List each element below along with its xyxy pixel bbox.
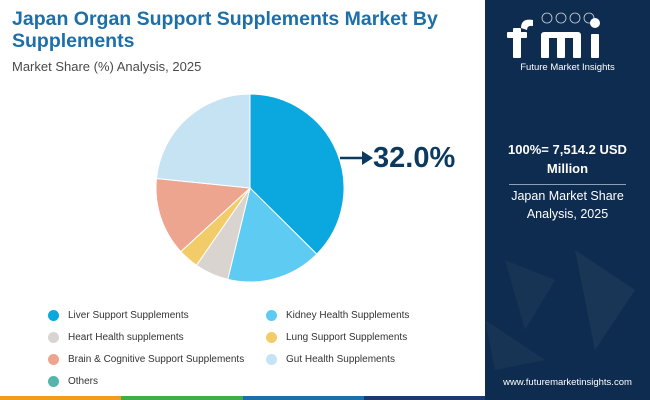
pie-slice-liver-support-supplements bbox=[249, 93, 345, 255]
bottom-bar-segment bbox=[0, 396, 122, 400]
legend-swatch bbox=[48, 310, 59, 321]
pie-slice-kidney-health-supplements bbox=[227, 187, 318, 283]
pie-slice-brain-cognitive-support-supplements bbox=[155, 177, 252, 253]
bottom-color-bar bbox=[0, 396, 485, 400]
legend-label: Kidney Health Supplements bbox=[286, 310, 410, 321]
decorative-shapes bbox=[485, 250, 635, 370]
legend-swatch bbox=[48, 354, 59, 365]
website-link[interactable]: www.futuremarketinsights.com bbox=[503, 377, 632, 388]
legend-label: Heart Health supplements bbox=[68, 332, 184, 343]
legend-item-kidney-health-supplements: Kidney Health Supplements bbox=[266, 310, 409, 321]
highlight-arrow bbox=[340, 151, 373, 165]
side-panel: Future Market Insights 100%= 7,514.2 USD… bbox=[485, 0, 650, 400]
legend-swatch bbox=[48, 332, 59, 343]
chart-title: Japan Organ Support Supplements Market B… bbox=[12, 8, 438, 52]
legend-item-brain-cognitive-support-supplements: Brain & Cognitive Support Supplements bbox=[48, 354, 244, 365]
legend-label: Lung Support Supplements bbox=[286, 332, 408, 343]
legend-item-others: Others bbox=[48, 376, 98, 387]
fmi-logo: Future Market Insights bbox=[507, 12, 615, 73]
bottom-bar-segment bbox=[121, 396, 243, 400]
side-divider bbox=[509, 184, 626, 185]
legend-item-gut-health-supplements: Gut Health Supplements bbox=[266, 354, 395, 365]
legend-swatch bbox=[266, 332, 277, 343]
bottom-bar-segment bbox=[363, 396, 485, 400]
bottom-bar-segment bbox=[242, 396, 364, 400]
legend-item-heart-health-supplements: Heart Health supplements bbox=[48, 332, 184, 343]
liver-share-highlight: 32.0% bbox=[373, 142, 456, 174]
chart-panel: Japan Organ Support Supplements Market B… bbox=[12, 8, 456, 387]
pie-slice-gut-health-supplements bbox=[155, 93, 251, 189]
pie-chart bbox=[155, 93, 345, 283]
legend-item-liver-support-supplements: Liver Support Supplements bbox=[48, 310, 189, 321]
legend-label: Brain & Cognitive Support Supplements bbox=[68, 354, 245, 365]
legend-item-lung-support-supplements: Lung Support Supplements bbox=[266, 332, 407, 343]
legend-swatch bbox=[48, 376, 59, 387]
chart-subtitle: Market Share (%) Analysis, 2025 bbox=[12, 59, 202, 74]
legend-swatch bbox=[266, 354, 277, 365]
legend-label: Others bbox=[68, 376, 99, 387]
legend-label: Gut Health Supplements bbox=[286, 354, 395, 365]
market-total: 100%= 7,514.2 USD Million bbox=[508, 142, 627, 176]
legend-label: Liver Support Supplements bbox=[68, 310, 189, 321]
market-share-caption: Japan Market Share Analysis, 2025 bbox=[511, 189, 624, 221]
logo-text: Future Market Insights bbox=[520, 62, 615, 73]
legend-swatch bbox=[266, 310, 277, 321]
